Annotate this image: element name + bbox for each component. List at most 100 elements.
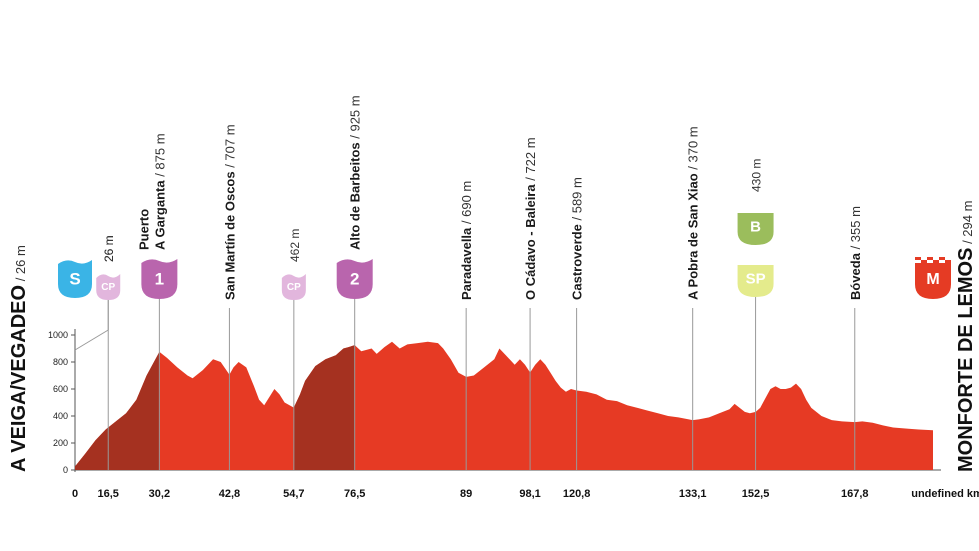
- x-tick-label: 152,5: [742, 488, 770, 500]
- kom-badge-shape: [141, 263, 178, 299]
- climb-segment: [75, 351, 160, 470]
- waypoint-label: 430 m: [750, 159, 764, 192]
- x-tick-label: 42,8: [219, 488, 240, 500]
- y-tick-label: 200: [53, 438, 68, 448]
- kom-badge-flag: [336, 259, 373, 263]
- x-tick-label: 54,7: [283, 488, 304, 500]
- finish-badge-shape: [915, 263, 951, 299]
- waypoint-name: Bóveda: [848, 252, 863, 300]
- kom-badge-flag: [141, 259, 178, 263]
- y-tick-label: 0: [63, 465, 68, 475]
- waypoint-label: A Pobra de San Xiao / 370 m: [686, 126, 701, 300]
- x-tick-label: 167,8: [841, 488, 869, 500]
- waypoint-altitude: / 690 m: [459, 181, 474, 228]
- y-tick-label: 1000: [48, 330, 68, 340]
- waypoint-altitude: / 722 m: [523, 137, 538, 184]
- waypoint-label: Castroverde / 589 m: [570, 177, 585, 300]
- x-tick-label: 0: [72, 488, 78, 500]
- x-tick-label: 89: [460, 488, 472, 500]
- start-badge-text: S: [69, 269, 80, 288]
- kom-badge-shape: [336, 263, 373, 299]
- x-tick-label: undefined km: [911, 488, 979, 500]
- waypoint-altitude: 430 m: [750, 159, 764, 192]
- start-town-altitude: / 26 m: [13, 245, 28, 285]
- waypoint-altitude: / 875 m: [152, 133, 167, 180]
- waypoint-label-line1: Puerto: [136, 209, 151, 250]
- checkpoint-badge-text: CP: [287, 282, 301, 293]
- finish-town-altitude: / 294 m: [960, 201, 975, 248]
- x-tick-label: 98,1: [519, 488, 540, 500]
- finish-badge-checker: [915, 257, 921, 260]
- kom-badge: 2: [336, 259, 373, 299]
- waypoint-label: Paradavella / 690 m: [459, 181, 474, 300]
- elevation-area: [75, 341, 933, 470]
- waypoint-name: Paradavella: [459, 227, 474, 300]
- waypoint-label: 26 m: [102, 235, 116, 262]
- checkpoint-badge-flag: [96, 274, 121, 278]
- waypoint-lines: [74, 294, 856, 470]
- checkpoint-badge-shape: [96, 278, 121, 300]
- y-tick-label: 600: [53, 384, 68, 394]
- x-tick-label: 133,1: [679, 488, 707, 500]
- start-badge-flag: [58, 260, 92, 264]
- checkpoint-badge-text: CP: [101, 282, 115, 293]
- waypoint-label: Alto de Barbeitos / 925 m: [348, 95, 363, 250]
- finish-badge-checker: [933, 260, 939, 263]
- waypoint-altitude: 462 m: [288, 229, 302, 262]
- waypoint-altitude: / 370 m: [686, 126, 701, 173]
- finish-badge: M: [915, 257, 951, 299]
- checkpoint-badge-shape: [281, 278, 306, 300]
- checkpoint-badge-flag: [281, 274, 306, 278]
- finish-town-label: MONFORTE DE LEMOS / 294 m: [955, 201, 977, 472]
- sprint-badge-text: SP: [746, 271, 766, 288]
- start-town-label: A VEIGA/VEGADEO / 26 m: [8, 245, 30, 472]
- waypoint-altitude: / 925 m: [348, 95, 363, 142]
- waypoint-name: O Cádavo - Baleira: [523, 184, 538, 300]
- waypoint-altitude: 26 m: [102, 235, 116, 262]
- bonus-badge-shape: [737, 213, 774, 245]
- waypoint-badges: S CP 1 CP 2 SP B M: [58, 213, 951, 300]
- finish-badge-checker: [927, 257, 933, 260]
- finish-badge-checker: [939, 257, 945, 260]
- bonus-badge: B: [737, 213, 774, 245]
- climb-segment: [293, 345, 355, 470]
- waypoint-name: Castroverde: [570, 224, 585, 300]
- finish-badge-checker: [945, 260, 951, 263]
- x-tick-label: 120,8: [563, 488, 591, 500]
- x-tick-label: 30,2: [149, 488, 170, 500]
- finish-town-name: MONFORTE DE LEMOS: [955, 248, 977, 472]
- start-badge-shape: [58, 264, 92, 298]
- kom-badge-text: 1: [155, 269, 164, 288]
- waypoint-name: Puerto: [136, 209, 151, 250]
- y-tick-label: 400: [53, 411, 68, 421]
- waypoint-altitude: / 355 m: [848, 206, 863, 253]
- checkpoint-start-altitude: 26 m: [102, 235, 116, 262]
- y-tick-label: 800: [53, 357, 68, 367]
- start-badge: S: [58, 260, 92, 298]
- waypoint-altitude: / 707 m: [222, 124, 237, 171]
- waypoint-label: Bóveda / 355 m: [848, 206, 863, 300]
- checkpoint-badge: CP: [96, 274, 121, 300]
- sprint-badge-shape: [737, 265, 774, 297]
- start-town-name: A VEIGA/VEGADEO: [8, 285, 30, 472]
- waypoint-name: San Martín de Oscos: [222, 171, 237, 300]
- waypoint-line: [74, 329, 109, 351]
- waypoint-name: Alto de Barbeitos: [348, 142, 363, 250]
- x-tick-label: 76,5: [344, 488, 365, 500]
- waypoint-label: A Garganta / 875 m: [152, 133, 167, 250]
- checkpoint-badge: CP: [281, 274, 306, 300]
- bonus-badge-text: B: [750, 219, 761, 236]
- elevation-fill: [75, 341, 933, 470]
- waypoint-name: A Pobra de San Xiao: [686, 173, 701, 300]
- kom-badge-text: 2: [350, 269, 359, 288]
- waypoint-name-2: A Garganta: [152, 180, 167, 250]
- finish-badge-checker: [921, 260, 927, 263]
- sprint-badge: SP: [737, 265, 774, 297]
- waypoint-label: San Martín de Oscos / 707 m: [222, 124, 237, 300]
- waypoint-label: O Cádavo - Baleira / 722 m: [523, 137, 538, 300]
- start-finish-labels: A VEIGA/VEGADEO / 26 m MONFORTE DE LEMOS …: [8, 201, 977, 472]
- finish-badge-text: M: [926, 271, 939, 288]
- waypoint-altitude: 26 m: [102, 235, 116, 262]
